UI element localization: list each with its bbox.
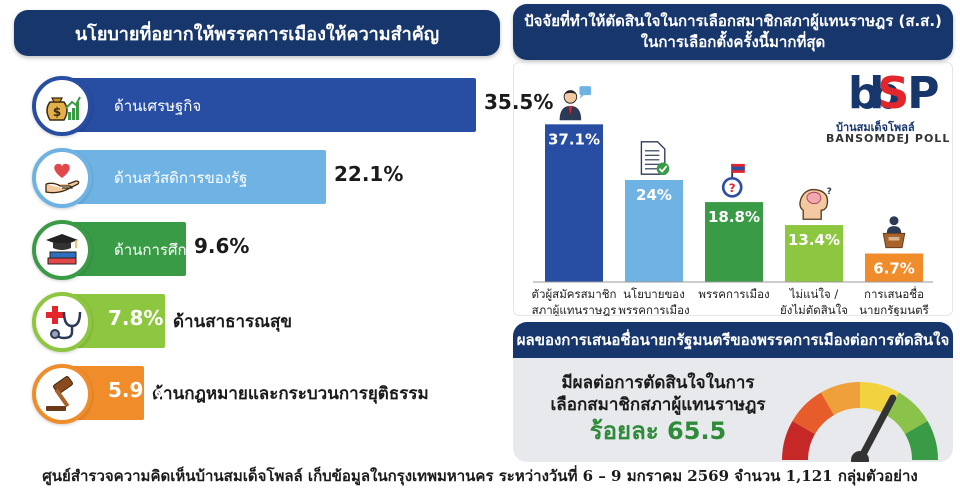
party-flag-icon: ? bbox=[721, 163, 745, 198]
policy-value: 5.9% bbox=[108, 378, 164, 402]
policy-icon-badge bbox=[32, 220, 92, 280]
factor-bar bbox=[865, 253, 923, 282]
logo-thai-text: บ้านสมเด็จโพลล์ bbox=[836, 121, 915, 134]
category-label: ตัวผู้สมัครสมาชิก bbox=[532, 287, 617, 301]
gauge-segment bbox=[905, 421, 938, 460]
bsp-logo-mark: b bSP bbox=[848, 68, 940, 119]
policy-value: 9.6% bbox=[194, 234, 250, 258]
policy-label: ด้านการศึกษา bbox=[114, 241, 205, 259]
bansomdej-poll-logo: b bSP บ้านสมเด็จโพลล์ BANSOMDEJ POLL bbox=[820, 68, 951, 148]
chart-title-line-1: ปัจจัยที่ทำให้ตัดสินใจในการเลือกสมาชิกสภ… bbox=[524, 12, 942, 30]
stethoscope-cross-icon bbox=[46, 306, 82, 340]
category-label: ไม่แน่ใจ / bbox=[789, 287, 839, 301]
gauge-segment bbox=[821, 382, 860, 415]
gauge-segment bbox=[792, 392, 834, 434]
policy-row: $ ด้านเศรษฐกิจ 35.5% bbox=[32, 76, 553, 136]
policy-value: 35.5% bbox=[484, 90, 554, 114]
policy-value: 7.8% bbox=[108, 306, 164, 330]
survey-source-note: ศูนย์สำรวจความคิดเห็นบ้านสมเด็จโพลล์ เก็… bbox=[42, 467, 918, 485]
effect-line-1: มีผลต่อการตัดสินใจในการ bbox=[561, 373, 755, 393]
policy-bar bbox=[58, 150, 326, 204]
policy-value: 22.1% bbox=[334, 162, 404, 186]
svg-text:$: $ bbox=[53, 105, 61, 119]
candidate-speech-icon bbox=[559, 86, 592, 121]
chart-title: ปัจจัยที่ทำให้ตัดสินใจในการเลือกสมาชิกสภ… bbox=[513, 4, 953, 60]
money-bag-growth-icon: $ bbox=[46, 96, 81, 121]
factor-bar-label: 24% bbox=[636, 186, 672, 204]
policy-panel-title-text: นโยบายที่อยากให้พรรคการเมืองให้ความสำคัญ bbox=[74, 23, 440, 45]
policy-row: ด้านสาธารณสุข 7.8% bbox=[32, 292, 502, 352]
factor-bar-label: 13.4% bbox=[788, 231, 840, 249]
logo-english-text: BANSOMDEJ POLL bbox=[826, 132, 951, 145]
heart-hand-icon bbox=[45, 163, 80, 194]
policy-label: ด้านเศรษฐกิจ bbox=[114, 97, 202, 115]
svg-text:bSP: bSP bbox=[848, 68, 938, 116]
policy-icon-badge bbox=[32, 364, 92, 424]
thinking-head-icon: ? bbox=[799, 187, 832, 220]
effect-summary: มีผลต่อการตัดสินใจในการ เลือกสมาชิกสภาผู… bbox=[533, 372, 783, 445]
policy-row: ด้านการศึกษา 9.6% bbox=[32, 220, 502, 280]
factor-bar-chart: 37.1% ตัวผู้สมัครสมาชิกสภาผู้แทนราษฎร 24% น… bbox=[532, 86, 933, 316]
policy-document-icon bbox=[640, 141, 670, 176]
category-label: พรรคการเมือง bbox=[618, 303, 689, 316]
policy-icon-badge: $ bbox=[32, 76, 92, 136]
svg-text:?: ? bbox=[729, 181, 736, 195]
svg-text:b: b bbox=[869, 68, 899, 116]
factor-bar-label: 18.8% bbox=[708, 208, 760, 226]
policy-bar bbox=[58, 78, 476, 132]
factor-bar bbox=[785, 225, 843, 282]
category-label: สภาผู้แทนราษฎร bbox=[532, 303, 617, 316]
chart-title-line-2: ในการเลือกตั้งครั้งนี้มากที่สุด bbox=[640, 33, 826, 51]
pm-nomination-effect-panel: ผลของการเสนอชื่อนายกรัฐมนตรีของพรรคการเม… bbox=[513, 322, 953, 462]
policy-icon-badge bbox=[32, 292, 92, 352]
effect-panel-title: ผลของการเสนอชื่อนายกรัฐมนตรีของพรรคการเม… bbox=[513, 322, 953, 358]
policy-row: ด้านกฎหมายและกระบวนการยุติธรรม 5.9% bbox=[32, 364, 502, 424]
gavel-icon bbox=[46, 376, 73, 411]
category-label: การเสนอชื่อ bbox=[864, 286, 924, 301]
category-label: พรรคการเมือง bbox=[698, 287, 769, 301]
effect-line-2: เลือกสมาชิกสภาผู้แทนราษฎร bbox=[550, 395, 766, 415]
gauge-segment bbox=[886, 392, 928, 434]
category-label: ยังไม่ตัดสินใจ bbox=[780, 303, 848, 316]
gauge-segment bbox=[782, 421, 815, 460]
svg-text:?: ? bbox=[827, 187, 832, 197]
gauge-needle bbox=[856, 394, 897, 462]
policy-label: ด้านสวัสดิการของรัฐ bbox=[114, 169, 248, 187]
gauge-meter-icon bbox=[782, 382, 938, 462]
factor-bar bbox=[705, 202, 763, 282]
policy-label: ด้านกฎหมายและกระบวนการยุติธรรม bbox=[152, 384, 429, 404]
factor-bar-label: 6.7% bbox=[873, 260, 915, 278]
category-label: นายกรัฐมนตรี bbox=[859, 303, 929, 316]
policy-icon-badge bbox=[32, 148, 92, 208]
graduation-books-icon bbox=[46, 234, 78, 265]
category-label: นโยบายของ bbox=[623, 287, 685, 301]
factor-bar bbox=[625, 180, 683, 282]
policy-label: ด้านสาธารณสุข bbox=[173, 312, 292, 332]
podium-speaker-icon bbox=[882, 216, 906, 249]
gauge-hub bbox=[851, 451, 869, 462]
factor-chart-panel bbox=[513, 62, 953, 316]
factor-bar bbox=[545, 124, 603, 282]
factor-bar-label: 37.1% bbox=[548, 130, 600, 148]
policy-panel-title: นโยบายที่อยากให้พรรคการเมืองให้ความสำคัญ bbox=[14, 10, 500, 56]
effect-value: ร้อยละ 65.5 bbox=[589, 417, 727, 445]
policy-row: ด้านสวัสดิการของรัฐ 22.1% bbox=[32, 148, 502, 208]
